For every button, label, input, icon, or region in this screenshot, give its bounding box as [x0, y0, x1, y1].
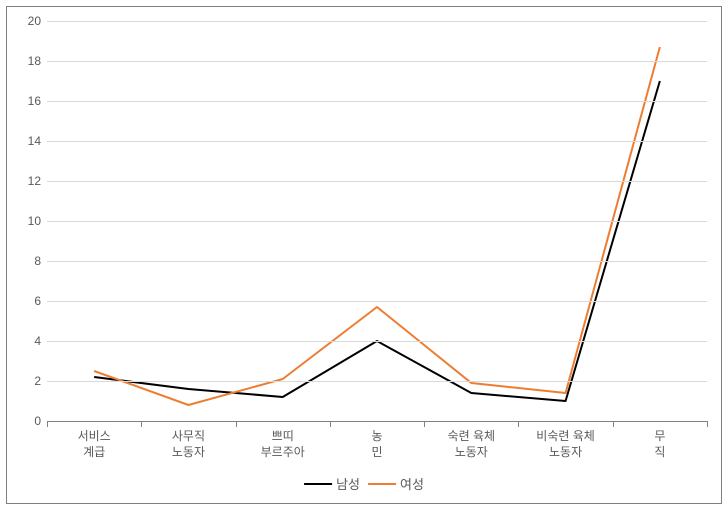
x-tick-label: 사무직노동자 — [141, 429, 235, 460]
y-tick-label: 8 — [7, 254, 41, 268]
x-tick-label: 무직 — [613, 429, 707, 460]
y-tick-label: 14 — [7, 134, 41, 148]
x-tick-mark — [47, 421, 48, 427]
y-tick-label: 0 — [7, 414, 41, 428]
gridline — [47, 61, 707, 62]
x-tick-mark — [330, 421, 331, 427]
chart-frame: 0 2 4 6 8 10 12 14 16 18 20 서비스계급사무직노동자쁘띠부르주아농민숙련 … — [6, 6, 722, 504]
x-axis-line — [47, 421, 707, 422]
legend-label-male: 남성 — [336, 474, 360, 493]
x-tick-mark — [613, 421, 614, 427]
y-tick-label: 12 — [7, 174, 41, 188]
x-tick-mark — [518, 421, 519, 427]
x-tick-mark — [236, 421, 237, 427]
x-tick-mark — [141, 421, 142, 427]
y-tick-label: 4 — [7, 334, 41, 348]
y-tick-label: 16 — [7, 94, 41, 108]
y-tick-label: 6 — [7, 294, 41, 308]
x-tick-label: 숙련 육체노동자 — [424, 429, 518, 460]
y-tick-label: 18 — [7, 54, 41, 68]
x-tick-label: 비숙련 육체노동자 — [518, 429, 612, 460]
gridline — [47, 101, 707, 102]
y-tick-label: 10 — [7, 214, 41, 228]
gridline — [47, 301, 707, 302]
gridline — [47, 341, 707, 342]
x-tick-label: 서비스계급 — [47, 429, 141, 460]
legend-swatch-female — [368, 483, 396, 485]
gridline — [47, 221, 707, 222]
gridline — [47, 381, 707, 382]
legend-item-female: 여성 — [368, 474, 424, 493]
series-line-남성 — [94, 81, 660, 401]
x-tick-label: 농민 — [330, 429, 424, 460]
legend-label-female: 여성 — [400, 474, 424, 493]
gridline — [47, 21, 707, 22]
x-tick-mark — [707, 421, 708, 427]
legend: 남성 여성 — [304, 474, 424, 493]
plot-area — [47, 21, 707, 421]
x-tick-label: 쁘띠부르주아 — [236, 429, 330, 460]
x-tick-mark — [424, 421, 425, 427]
y-tick-label: 20 — [7, 14, 41, 28]
legend-item-male: 남성 — [304, 474, 360, 493]
gridline — [47, 141, 707, 142]
y-tick-label: 2 — [7, 374, 41, 388]
gridline — [47, 181, 707, 182]
legend-swatch-male — [304, 483, 332, 485]
gridline — [47, 261, 707, 262]
